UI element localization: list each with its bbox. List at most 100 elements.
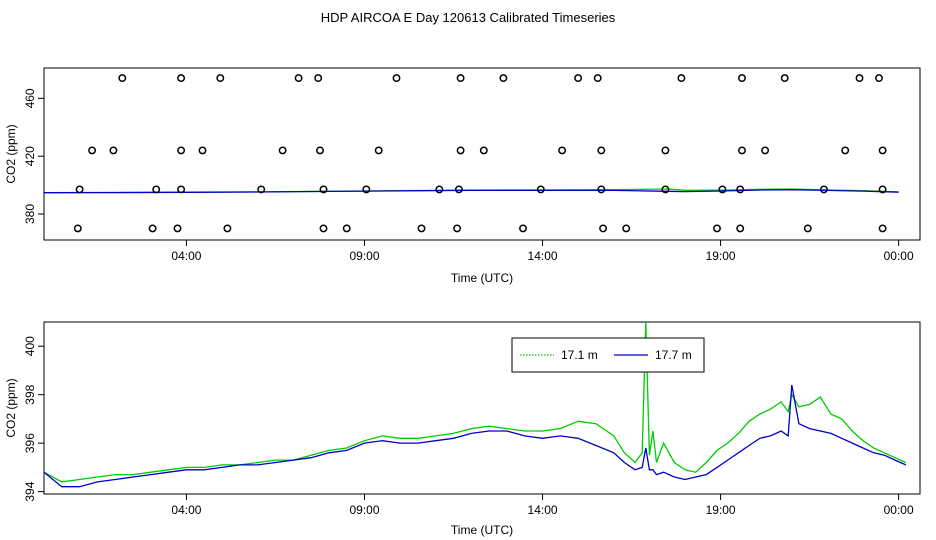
bottom-x-tick-label: 09:00 <box>349 503 379 517</box>
calibration-point <box>73 224 82 233</box>
calibration-point <box>713 224 721 233</box>
bottom-series-line-0 <box>43 321 907 483</box>
calibration-point <box>257 185 266 194</box>
calibration-point <box>75 185 84 194</box>
calibration-point <box>177 185 186 194</box>
calibration-point <box>875 74 883 83</box>
calibration-point <box>342 224 351 233</box>
bottom-panel-x-axis: 04:00 09:00 14:00 19:00 00:00 <box>171 494 914 517</box>
calibration-point <box>216 74 225 83</box>
calibration-point <box>319 185 328 194</box>
bottom-y-tick-label: 400 <box>23 336 37 356</box>
top-x-tick-label: 00:00 <box>884 249 914 263</box>
calibration-point <box>198 146 207 155</box>
top-series-line-1 <box>43 189 899 194</box>
calibration-point <box>453 224 462 233</box>
calibration-point <box>362 185 371 194</box>
legend: 17.1 m 17.7 m <box>511 337 705 373</box>
calibration-point <box>819 185 828 194</box>
top-x-tick-label: 19:00 <box>706 249 736 263</box>
calibration-point <box>314 74 323 83</box>
calibration-point <box>878 146 887 155</box>
calibration-point <box>109 146 118 155</box>
calibration-point <box>499 74 508 83</box>
top-panel-y-label: CO2 (ppm) <box>4 124 18 183</box>
calibration-point <box>319 224 328 233</box>
top-panel: 04:00 09:00 14:00 19:00 00:00 380 420 460 Time… <box>4 67 921 285</box>
calibration-point <box>519 224 527 233</box>
calibration-point <box>622 224 631 233</box>
calibration-point <box>456 146 465 155</box>
calibration-point <box>177 146 186 155</box>
bottom-y-tick-label: 394 <box>23 481 37 501</box>
calibration-point <box>841 146 850 155</box>
bottom-x-tick-label: 14:00 <box>528 503 558 517</box>
calibration-point <box>88 146 97 155</box>
legend-label-17-7m: 17.7 m <box>655 348 692 362</box>
calibration-point <box>118 74 127 83</box>
calibration-point <box>597 185 606 194</box>
calibration-point <box>278 146 287 155</box>
bottom-panel-frame <box>43 321 921 495</box>
top-panel-calibration-points <box>73 74 887 233</box>
calibration-point <box>294 74 303 83</box>
bottom-series-line-1 <box>43 384 907 488</box>
calibration-point <box>738 74 746 83</box>
bottom-panel-x-label: Time (UTC) <box>451 523 513 537</box>
bottom-panel-y-label: CO2 (ppm) <box>4 378 18 437</box>
top-y-tick-label: 420 <box>23 146 37 166</box>
top-panel-x-axis: 04:00 09:00 14:00 19:00 00:00 <box>171 240 914 263</box>
calibration-point <box>316 146 324 155</box>
calibration-point <box>803 224 812 233</box>
calibration-point <box>574 74 583 83</box>
calibration-point <box>736 224 745 233</box>
bottom-y-tick-label: 398 <box>23 384 37 404</box>
calibration-point <box>223 224 232 233</box>
calibration-point <box>593 74 602 83</box>
calibration-point <box>435 185 444 194</box>
calibration-point <box>152 185 161 194</box>
top-panel-series <box>43 188 899 194</box>
calibration-point <box>718 185 727 194</box>
top-x-tick-label: 09:00 <box>349 249 379 263</box>
calibration-point <box>761 146 770 155</box>
bottom-panel-series <box>43 321 907 488</box>
calibration-point <box>878 224 887 233</box>
bottom-panel: 04:00 09:00 14:00 19:00 00:00 394 396 398 400 T… <box>4 321 921 537</box>
calibration-point <box>878 185 887 194</box>
calibration-point <box>148 224 157 233</box>
calibration-point <box>456 74 465 83</box>
calibration-point <box>177 74 186 83</box>
top-x-tick-label: 04:00 <box>171 249 201 263</box>
calibration-point <box>392 74 401 83</box>
calibration-point <box>661 185 670 194</box>
calibration-point <box>558 146 567 155</box>
calibration-point <box>738 146 746 155</box>
calibration-point <box>661 146 670 155</box>
calibration-point <box>780 74 789 83</box>
calibration-point <box>173 224 182 233</box>
calibration-point <box>597 146 606 155</box>
bottom-x-tick-label: 00:00 <box>884 503 914 517</box>
calibration-point <box>374 146 383 155</box>
top-panel-x-label: Time (UTC) <box>451 271 513 285</box>
top-y-tick-label: 380 <box>23 204 37 224</box>
calibration-point <box>479 146 488 155</box>
chart-title: HDP AIRCOA E Day 120613 Calibrated Times… <box>321 10 616 25</box>
bottom-x-tick-label: 19:00 <box>706 503 736 517</box>
calibration-point <box>855 74 864 83</box>
top-panel-y-axis: 380 420 460 <box>23 88 44 224</box>
calibration-point <box>599 224 608 233</box>
bottom-panel-y-axis: 394 396 398 400 <box>23 336 44 502</box>
calibration-point <box>536 185 545 194</box>
top-x-tick-label: 14:00 <box>528 249 558 263</box>
calibration-point <box>677 74 686 83</box>
legend-box <box>511 337 705 373</box>
top-panel-frame <box>43 67 921 241</box>
calibration-point <box>417 224 426 233</box>
top-y-tick-label: 460 <box>23 88 37 108</box>
calibration-point <box>454 185 463 194</box>
bottom-x-tick-label: 04:00 <box>171 503 201 517</box>
bottom-y-tick-label: 396 <box>23 433 37 453</box>
